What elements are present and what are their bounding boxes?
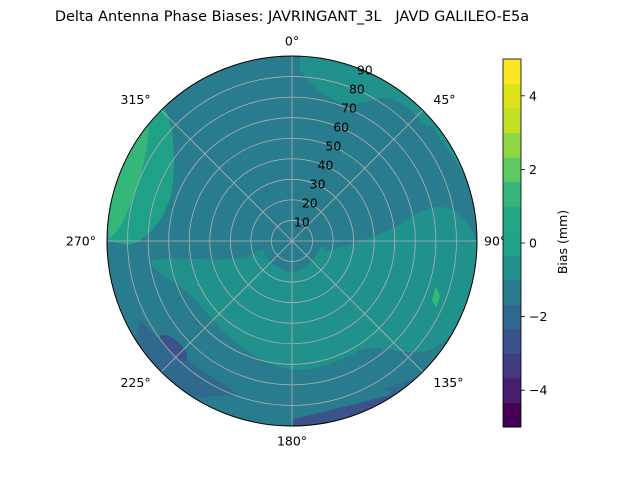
azimuth-labels: 0° 45° 90° 135° 180° 225° 270° 315°	[66, 34, 506, 449]
azimuth-label-270: 270°	[66, 234, 96, 249]
colorbar-tick-label-0: 0	[529, 236, 537, 251]
radial-label-20: 20	[302, 196, 318, 211]
colorbar-segment-0	[503, 402, 521, 428]
azimuth-label-180: 180°	[277, 434, 307, 449]
colorbar-segment-3	[503, 328, 521, 354]
colorbar-segment-10	[503, 157, 521, 183]
grid-spoke-225	[160, 240, 293, 373]
colorbar-segment-1	[503, 377, 521, 403]
azimuth-label-135: 135°	[433, 375, 463, 390]
polar-frame	[106, 55, 478, 427]
grid-spoke-315	[160, 109, 293, 242]
radial-label-40: 40	[318, 158, 334, 173]
azimuth-label-90: 90°	[484, 234, 506, 249]
colorbar-label: Bias (mm)	[555, 210, 570, 274]
colorbar-tick-label-−2: −2	[529, 309, 547, 324]
colorbar-segment-14	[503, 59, 521, 85]
colorbar-tick-label-−4: −4	[529, 383, 547, 398]
grid-spoke-45	[291, 109, 424, 242]
colorbar-tick-label-2: 2	[529, 162, 537, 177]
azimuth-label-315: 315°	[120, 92, 150, 107]
radial-label-10: 10	[294, 215, 310, 230]
colorbar-segment-12	[503, 108, 521, 134]
azimuth-label-0: 0°	[285, 34, 299, 49]
contour-east-speck	[432, 286, 440, 308]
colorbar-segment-6	[503, 255, 521, 281]
colorbar-segment-13	[503, 83, 521, 109]
radial-label-30: 30	[310, 177, 326, 192]
colorbar-segment-4	[503, 304, 521, 330]
colorbar-segment-2	[503, 353, 521, 379]
colorbar-tick-label-4: 4	[529, 88, 537, 103]
chart-title: Delta Antenna Phase Biases: JAVRINGANT_3…	[54, 9, 530, 25]
radial-label-60: 60	[333, 120, 349, 135]
radial-label-50: 50	[325, 139, 341, 154]
radial-label-70: 70	[341, 101, 357, 116]
radial-label-90: 90	[357, 63, 373, 78]
contour-layer	[107, 56, 477, 426]
radial-labels: 10 20 30 40 50 60 70 80 90	[294, 63, 373, 230]
colorbar-segment-7	[503, 230, 521, 256]
contour-west-peak	[108, 120, 149, 238]
grid-spoke-135	[291, 240, 424, 373]
contour-south-mid	[190, 390, 390, 426]
contour-inner-ring	[150, 207, 477, 370]
polar-grid	[106, 55, 478, 427]
azimuth-label-225: 225°	[120, 375, 150, 390]
contour-southwest-dip	[160, 334, 188, 361]
contour-north-east-inner	[300, 56, 440, 128]
radial-label-80: 80	[349, 82, 365, 97]
colorbar-segment-11	[503, 132, 521, 158]
colorbar-segment-5	[503, 279, 521, 305]
colorbar-segment-8	[503, 206, 521, 232]
azimuth-label-45: 45°	[433, 92, 455, 107]
colorbar-segment-9	[503, 181, 521, 207]
colorbar: −4 −2 0 2 4	[502, 58, 547, 428]
